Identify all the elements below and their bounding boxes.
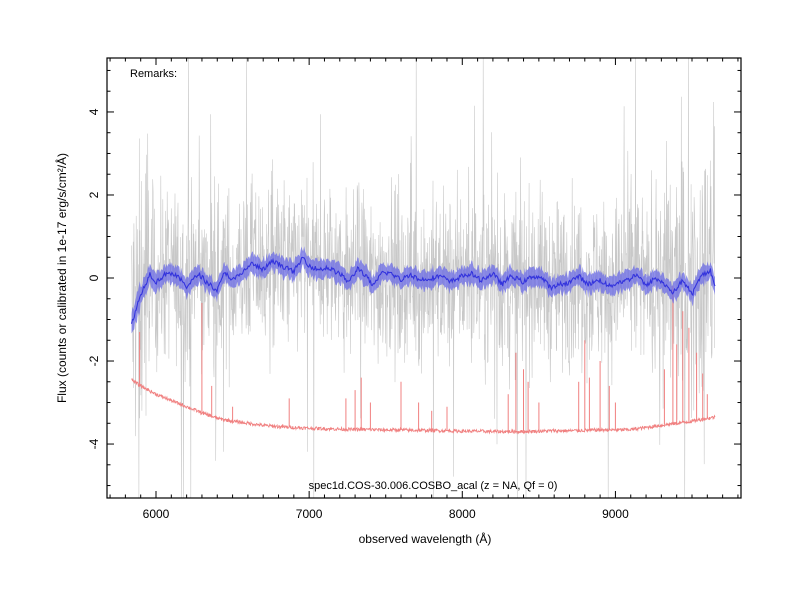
y-tick-label: -4 <box>87 438 101 449</box>
smoothed-flux-line <box>130 256 716 324</box>
remarks-label: Remarks: <box>130 68 177 80</box>
x-axis-ticks: 6000 7000 8000 9000 <box>109 58 739 521</box>
x-axis-label: observed wavelength (Å) <box>359 531 492 546</box>
x-tick-label: 7000 <box>296 507 323 521</box>
smoothed-flux-series <box>130 246 716 334</box>
y-axis-ticks: -4 -2 0 2 4 <box>87 69 741 487</box>
y-tick-label: 4 <box>87 108 101 115</box>
raw-flux-line <box>131 57 716 499</box>
x-tick-label: 9000 <box>602 507 629 521</box>
sky-spectrum-series <box>131 286 716 435</box>
smoothed-flux-error-band <box>131 246 715 334</box>
y-tick-label: 0 <box>87 274 101 281</box>
x-tick-label: 8000 <box>449 507 476 521</box>
y-tick-label: -2 <box>87 355 101 366</box>
y-axis-label: Flux (counts or calibrated in 1e-17 erg/… <box>54 153 69 403</box>
x-tick-label: 6000 <box>143 507 170 521</box>
y-tick-label: 2 <box>87 191 101 198</box>
sky-continuum-line <box>131 377 716 435</box>
spectrum-annotation: spec1d.COS-30.006.COSBO_acal (z = NA, Qf… <box>309 480 558 492</box>
raw-flux-series <box>131 57 716 499</box>
